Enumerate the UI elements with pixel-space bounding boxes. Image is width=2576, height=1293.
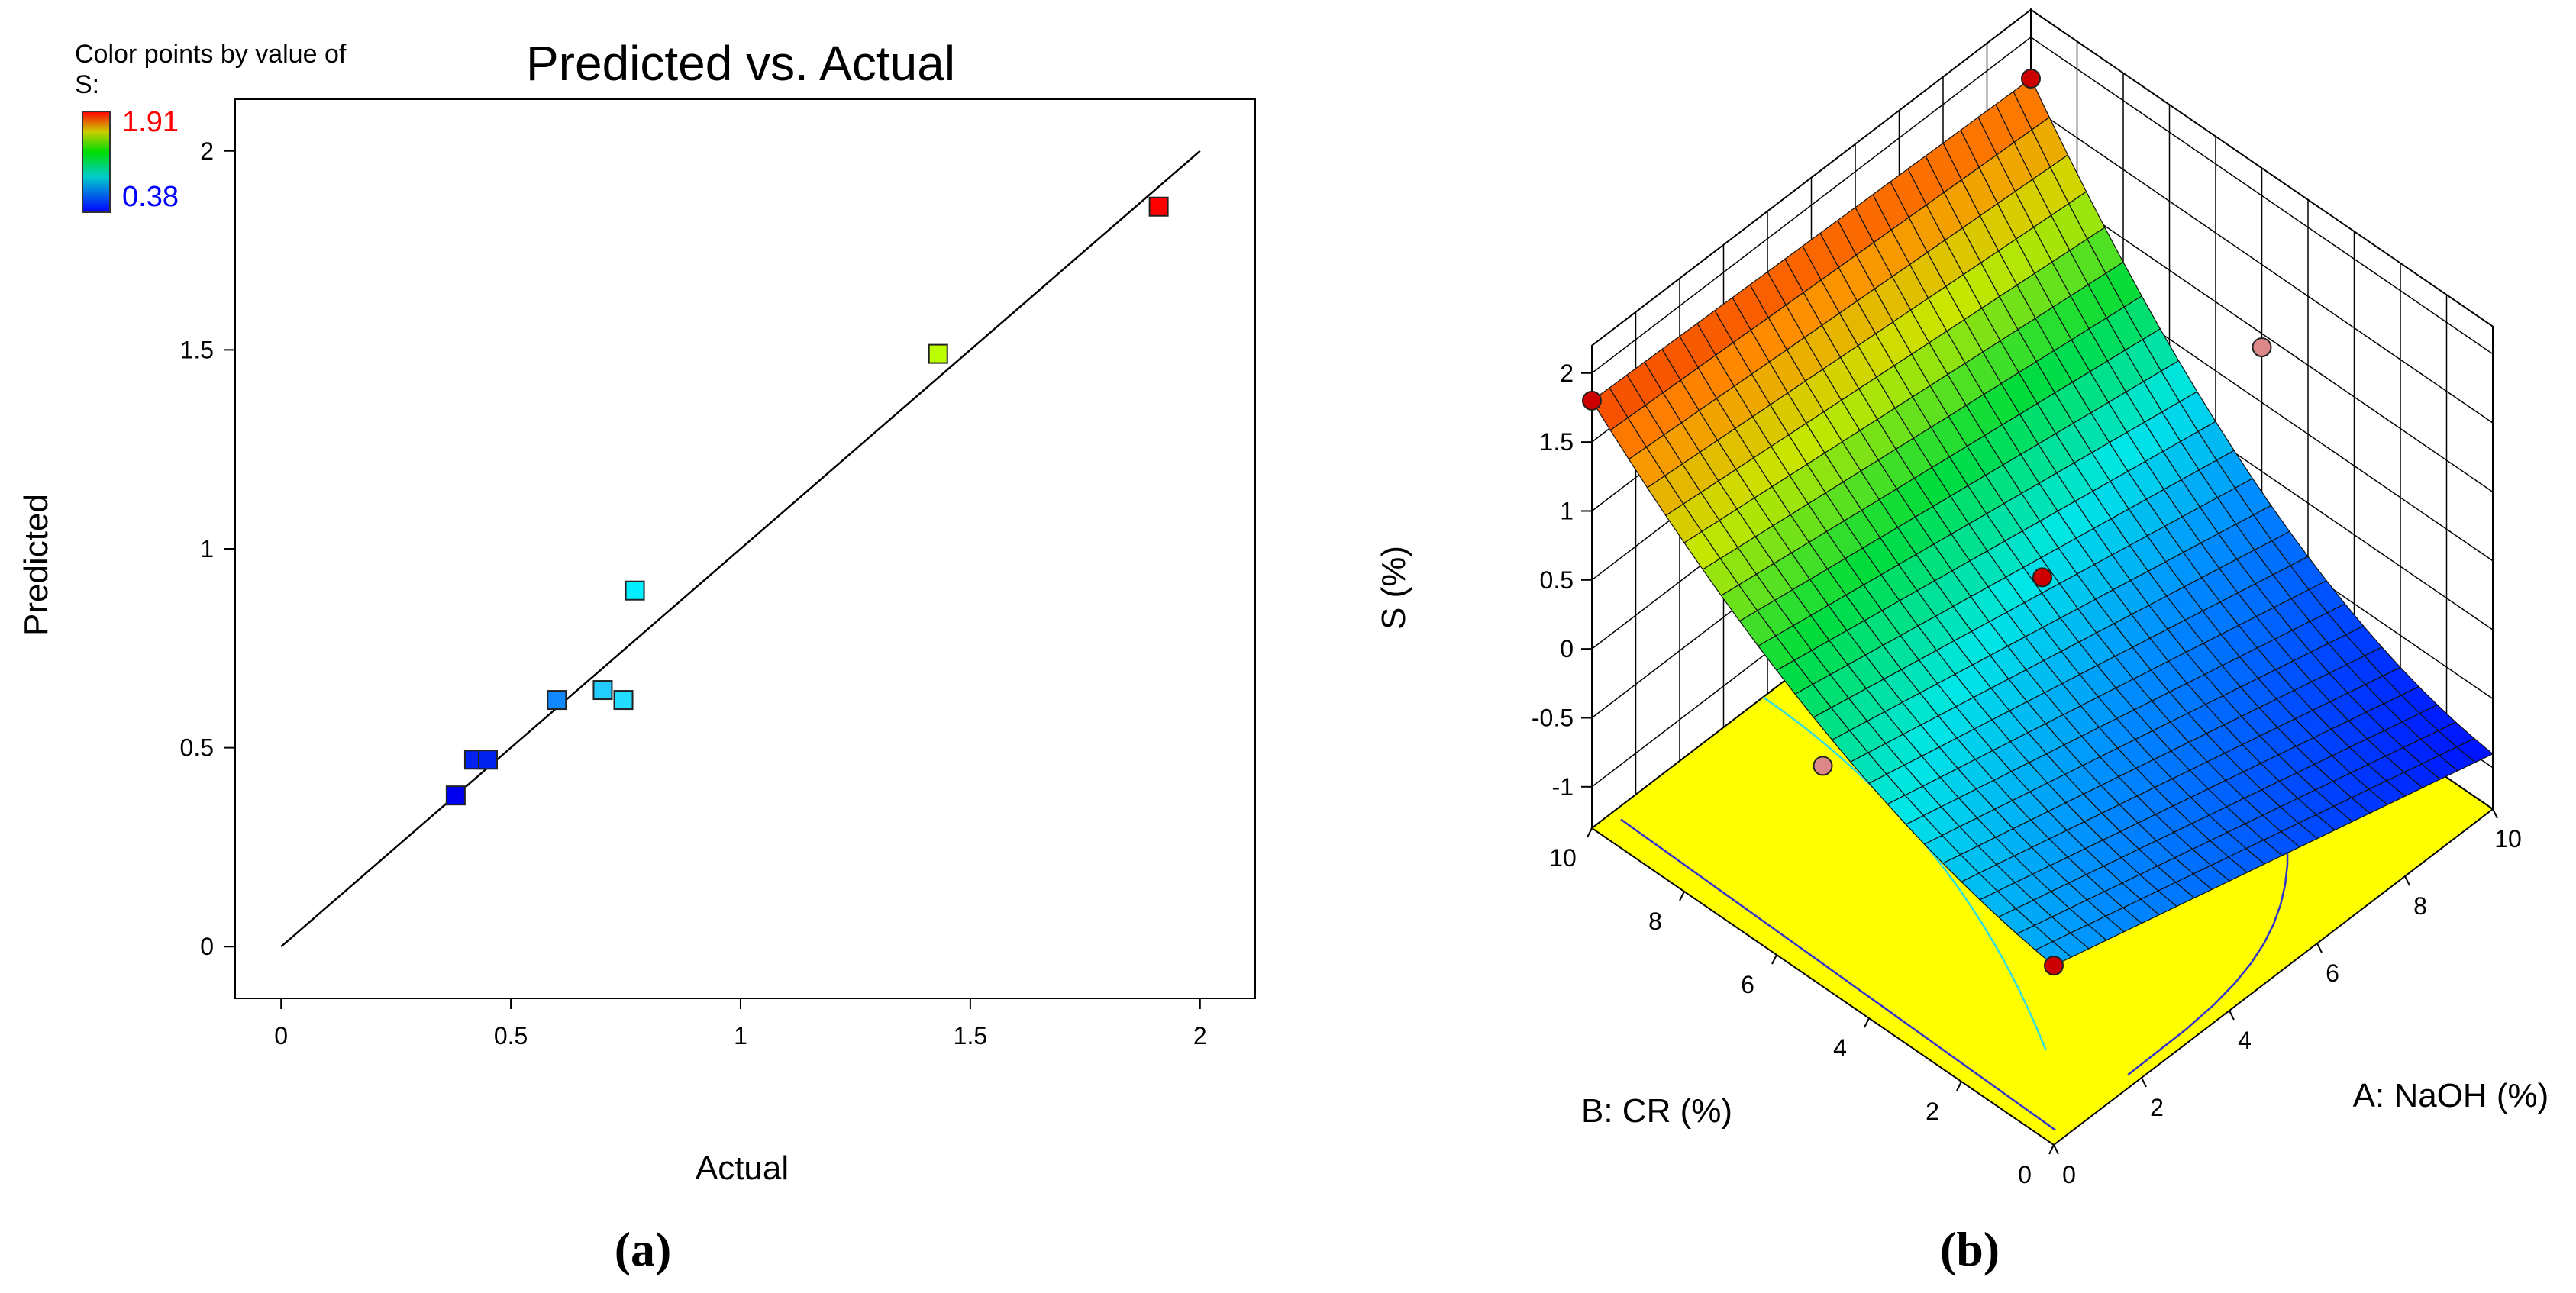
x-tick-label-4: 2: [1193, 1022, 1207, 1050]
y-axis-label: Predicted: [18, 494, 55, 636]
panel-a-predicted-vs-actual: Predicted vs. Actual Color points by val…: [18, 36, 1256, 1276]
data-point-4: [592, 680, 613, 701]
design-point-1: [2021, 69, 2041, 89]
data-point-2: [477, 750, 498, 770]
design-point-5: [2252, 337, 2272, 358]
x-tick-label-1: 0.5: [494, 1022, 528, 1050]
legend-max-label: 1.91: [122, 106, 179, 138]
data-point-7: [928, 343, 948, 364]
z-tick-label-4: 0: [1560, 635, 1574, 663]
design-point-0: [1582, 390, 1602, 411]
y-tick-label-2: 1: [200, 535, 214, 563]
b-tick-label-0: 0: [2018, 1161, 2032, 1188]
b-tick-4: [1679, 891, 1685, 901]
z-tick-label-1: 1.5: [1540, 428, 1574, 456]
a-axis-label: A: NaOH (%): [2353, 1077, 2549, 1114]
z-tick-label-3: 0.5: [1540, 566, 1574, 594]
a-tick-0: [2053, 1144, 2059, 1155]
surface-cell: [2034, 940, 2073, 966]
design-point-3: [2032, 567, 2052, 588]
y-tick-label-4: 2: [200, 137, 214, 165]
contour-line-cyan: [1762, 696, 2047, 1051]
b-tick-3: [1771, 954, 1777, 965]
z-tick-label-0: 2: [1560, 360, 1574, 387]
y-tick-label-0: 0: [200, 933, 214, 960]
a-tick-5: [2492, 808, 2498, 819]
design-points: [1582, 69, 2272, 976]
data-point-3: [547, 690, 567, 711]
z-axis-label: S (%): [1375, 546, 1412, 630]
b-tick-label-1: 2: [1926, 1098, 1939, 1125]
a-tick-4: [2404, 875, 2410, 886]
x-tick-label-0: 0: [274, 1022, 288, 1050]
b-tick-label-5: 10: [1549, 844, 1577, 872]
design-point-4: [1813, 756, 1833, 776]
a-tick-label-2: 4: [2238, 1027, 2252, 1054]
axis-ticks: 0 0.5 1 1.5 2 0 0.5 1 1.5 2: [180, 137, 1207, 1050]
data-point-5: [613, 690, 634, 711]
response-surface: [1591, 78, 2494, 966]
data-points: [445, 196, 1169, 806]
legend-title-line2: S:: [75, 70, 99, 99]
z-axis-ticks: 2 1.5 1 0.5 0 -0.5 -1: [1532, 360, 1592, 801]
b-tick-2: [1864, 1017, 1870, 1028]
chart-title: Predicted vs. Actual: [526, 36, 955, 91]
b-tick-label-3: 6: [1741, 971, 1754, 998]
y-tick-label-3: 1.5: [180, 336, 214, 363]
design-point-2: [2044, 956, 2064, 976]
legend-title-line1: Color points by value of: [75, 40, 347, 69]
a-tick-label-4: 8: [2413, 892, 2427, 920]
plot-frame: [234, 98, 1256, 999]
a-tick-1: [2141, 1077, 2147, 1088]
data-point-6: [625, 580, 645, 601]
z-tick-label-6: -1: [1552, 773, 1574, 801]
b-tick-label-2: 4: [1833, 1034, 1847, 1062]
b-axis-label: B: CR (%): [1581, 1092, 1732, 1130]
b-tick-5: [1587, 827, 1593, 838]
wall-grid-h: [1591, 36, 2494, 374]
z-tick-label-5: -0.5: [1532, 704, 1574, 731]
color-legend: Color points by value of S: 1.91 0.38: [75, 40, 347, 213]
data-point-8: [1148, 196, 1169, 217]
legend-color-bar: [82, 111, 111, 213]
a-tick-label-1: 2: [2150, 1094, 2164, 1121]
a-tick-label-3: 6: [2326, 959, 2339, 987]
contour-line-blue-1: [1620, 818, 2057, 1131]
panel-a-label: (a): [615, 1222, 672, 1276]
a-tick-label-0: 0: [2062, 1161, 2076, 1188]
x-tick-label-3: 1.5: [954, 1022, 987, 1050]
y-tick-label-1: 0.5: [180, 734, 214, 762]
panel-b-label: (b): [1940, 1222, 2000, 1276]
b-tick-0: [2048, 1144, 2055, 1155]
panel-b-surface-plot: 2 1.5 1 0.5 0 -0.5 -1 0 2 4 6 8 10 0 2 4 6 8 10 S (%) B: …: [1375, 8, 2549, 1276]
z-tick-label-2: 1: [1560, 497, 1574, 524]
b-tick-1: [1956, 1081, 1962, 1091]
x-axis-label: Actual: [696, 1150, 789, 1187]
a-tick-2: [2229, 1010, 2235, 1021]
legend-min-label: 0.38: [122, 181, 179, 213]
a-tick-label-5: 10: [2494, 825, 2522, 853]
floor-axis-ticks: 0 2 4 6 8 10 0 2 4 6 8 10: [1549, 808, 2522, 1188]
a-tick-3: [2316, 943, 2323, 953]
reference-line: [280, 150, 1201, 948]
b-tick-label-4: 8: [1648, 908, 1662, 935]
x-tick-label-2: 1: [734, 1022, 747, 1050]
data-point-0: [445, 785, 466, 806]
